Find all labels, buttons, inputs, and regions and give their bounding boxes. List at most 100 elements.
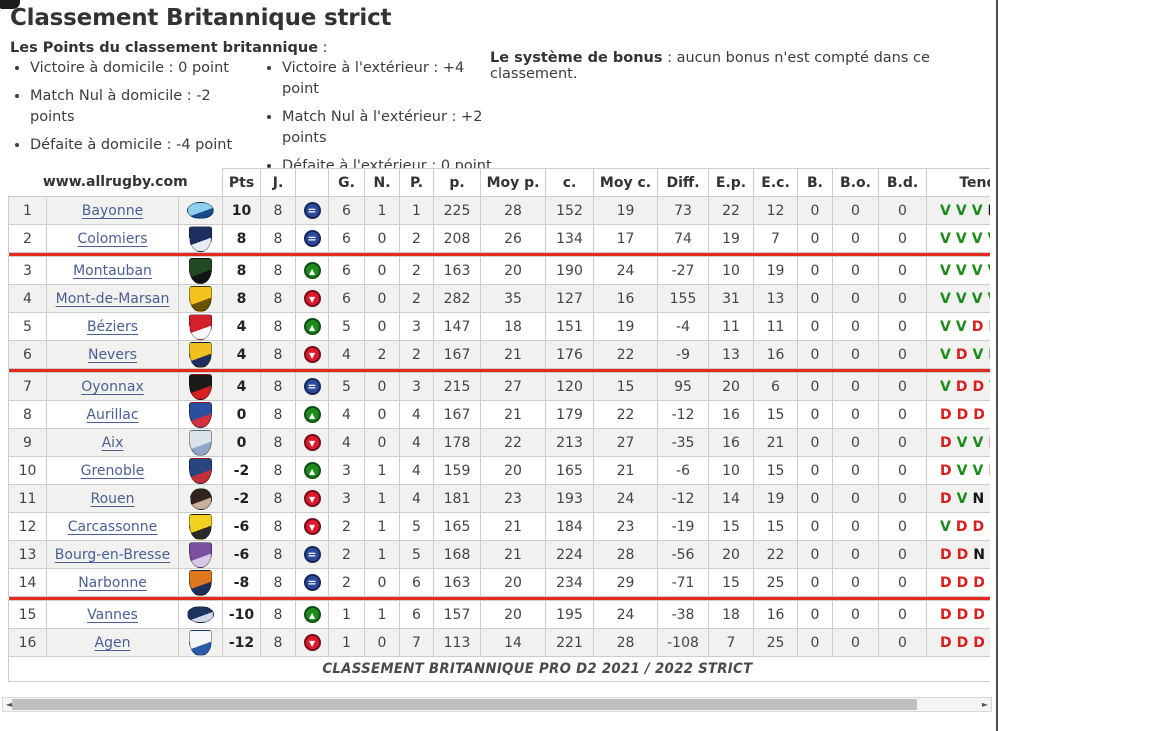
trend-cell: ▲ [295,256,330,285]
team-link[interactable]: Montauban [73,262,152,279]
team-link[interactable]: Carcassonne [67,518,158,535]
team-link[interactable]: Aix [101,434,124,451]
cell-b: 0 [797,400,834,429]
cell-n: 0 [364,312,401,341]
team-link[interactable]: Colomiers [77,230,148,247]
cell-n: 0 [364,256,401,285]
team-link[interactable]: Narbonne [78,574,147,591]
trend-equal-icon: = [303,546,321,563]
column-header-moy-p: Moy p. [480,168,547,197]
trend-cell: ▼ [295,284,330,313]
tendance-letter: V [940,318,951,335]
cell-moy-c: 28 [593,628,659,657]
cell-ec: 15 [753,512,799,541]
cell-j: 8 [260,540,297,569]
cell-moy-p: 21 [480,340,547,369]
trend-cell: ▲ [295,312,330,341]
team-cell: Grenoble [46,456,179,485]
rank-cell: 16 [8,628,47,657]
cell-bo: 0 [832,428,880,457]
cell-pts: -8 [222,568,262,597]
cell-bd: 0 [878,540,928,569]
cell-ec: 6 [753,372,799,401]
cell-bd: 0 [878,512,928,541]
cell-ep: 11 [708,312,755,341]
cell-moy-p: 27 [480,372,547,401]
team-link[interactable]: Rouen [90,490,135,507]
trend-down-icon: ▼ [303,490,321,507]
cell-points-for: 163 [433,568,482,597]
cell-g: 4 [328,428,366,457]
cell-diff: 95 [657,372,710,401]
team-link[interactable]: Béziers [86,318,139,335]
trend-down-icon: ▼ [303,634,321,651]
cell-ep: 15 [708,512,755,541]
cell-ec: 19 [753,256,799,285]
cell-bd: 0 [878,224,928,253]
team-link[interactable]: Bourg-en-Bresse [54,546,171,563]
cell-p: 7 [399,628,435,657]
cell-diff: -38 [657,600,710,629]
team-cell: Nevers [46,340,179,369]
cell-diff: -12 [657,400,710,429]
header-row: www.allrugby.com Pts J. G. N. P. p. Moy p. c. Moy… [8,168,990,197]
cell-pts: 4 [222,312,262,341]
team-link[interactable]: Oyonnax [81,378,144,395]
cell-moy-c: 27 [593,428,659,457]
cell-points-for: 181 [433,484,482,513]
team-logo-icon [187,606,214,623]
cell-points-against: 221 [545,628,595,657]
cell-points-against: 152 [545,196,595,225]
scroll-right-icon[interactable]: ► [981,700,989,709]
team-link[interactable]: Bayonne [81,202,144,219]
cell-p: 3 [399,372,435,401]
team-link[interactable]: Nevers [87,346,138,363]
team-link[interactable]: Aurillac [86,406,139,423]
table-footer-text: CLASSEMENT BRITANNIQUE PRO D2 2021 / 202… [322,661,753,677]
cell-points-for: 163 [433,256,482,285]
team-link[interactable]: Grenoble [80,462,145,479]
team-link[interactable]: Agen [94,634,131,651]
tendance-letter: D [972,518,985,535]
logo-cell [177,284,224,313]
column-header-p: P. [399,168,435,197]
team-cell: Carcassonne [46,512,179,541]
cell-points-against: 176 [545,340,595,369]
cell-bo: 0 [832,456,880,485]
cell-bd: 0 [878,196,928,225]
cell-moy-c: 23 [593,512,659,541]
column-header-j: J. [260,168,297,197]
cell-ep: 22 [708,196,755,225]
cell-g: 6 [328,196,366,225]
tendance-cell: DVVD [926,456,990,485]
cell-pts: -6 [222,512,262,541]
cell-moy-c: 21 [593,456,659,485]
team-link[interactable]: Vannes [87,606,138,623]
tendance-letter: V [971,230,983,247]
scrollbar-thumb[interactable] [12,699,917,710]
team-cell: Bayonne [46,196,179,225]
rank-cell: 1 [8,196,47,225]
tendance-letter: D [940,546,952,563]
cell-ep: 16 [708,428,755,457]
cell-ep: 16 [708,400,755,429]
team-link[interactable]: Mont-de-Marsan [55,290,170,307]
cell-j: 8 [260,372,297,401]
cell-moy-c: 24 [593,484,659,513]
scroll-left-icon[interactable]: ◄ [5,700,13,709]
cell-diff: -9 [657,340,710,369]
cell-moy-c: 28 [593,540,659,569]
tendance-letter: D [940,574,952,591]
cell-ep: 13 [708,340,755,369]
team-cell: Montauban [46,256,179,285]
rank-cell: 14 [8,568,47,597]
cell-j: 8 [260,628,297,657]
cell-g: 3 [328,484,366,513]
cell-moy-p: 20 [480,256,547,285]
horizontal-scrollbar[interactable]: ◄ ► [2,697,992,712]
logo-cell [177,428,224,457]
points-intro-colon: : [318,40,328,56]
